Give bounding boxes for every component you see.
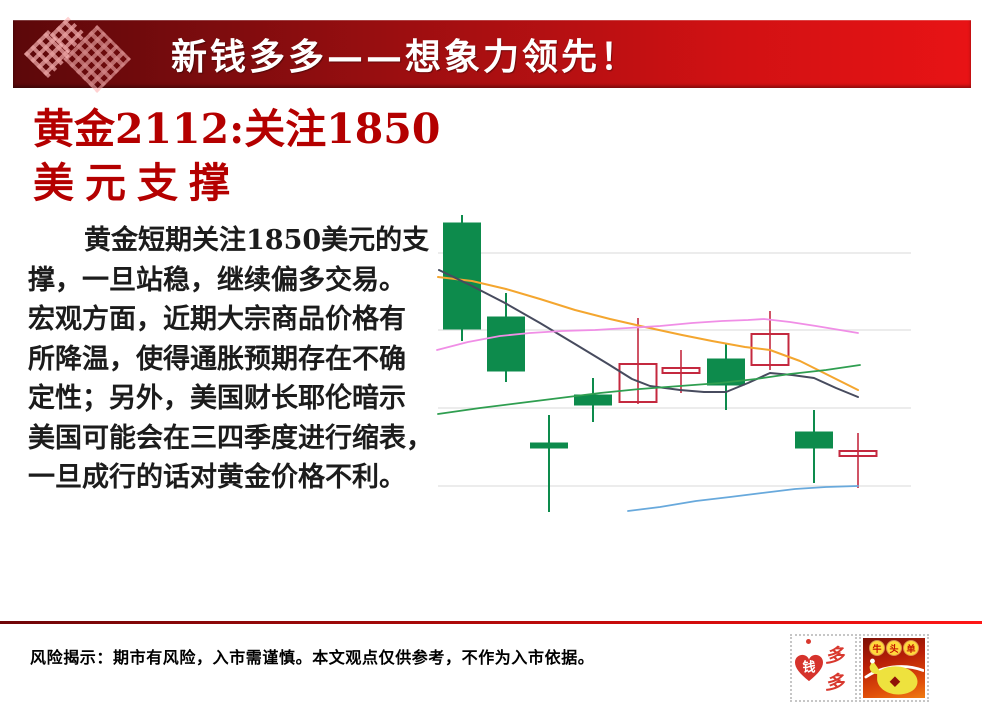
article-title: 黄金2112:关注1850 美元支撑 [33, 102, 440, 210]
qianduoduo-stamp-logo: 钱 多多 [790, 634, 857, 702]
brand-slogan: 新钱多多——想象力领先！ [171, 36, 640, 78]
badge-char: 头 [887, 641, 901, 655]
paragraph-line: 撑，一旦站稳，继续偏多交易。 [28, 264, 406, 296]
paragraph-line: 一旦成行的话对黄金价格不利。 [28, 462, 406, 493]
stamp-badge-row: 牛 头 单 [870, 641, 918, 655]
stamp-script-text: 多多 [825, 645, 846, 694]
heart-icon: 钱 [794, 654, 824, 682]
bull-head-icon [864, 658, 924, 695]
heart-character: 钱 [802, 660, 816, 676]
gold-candlestick-chart [436, 215, 911, 512]
niutoudan-stamp-logo: 牛 头 单 [859, 634, 929, 702]
article-title-line1: 黄金2112:关注1850 [33, 105, 441, 153]
header-banner: 新钱多多——想象力领先！ [13, 16, 971, 93]
article-title-line2: 美元支撑 [33, 159, 241, 207]
paragraph-line: 定性；另外，美国财长耶伦暗示 [28, 383, 406, 414]
commentary-paragraph: 黄金短期关注1850美元的支 撑，一旦站稳，继续偏多交易。 宏观方面，近期大宗商… [28, 221, 448, 498]
footer-divider [0, 621, 982, 624]
paragraph-line: 宏观方面，近期大宗商品价格有 [28, 304, 406, 335]
risk-disclaimer: 风险揭示：期市有风险，入市需谨慎。本文观点仅供参考，不作为入市依据。 [30, 648, 595, 667]
badge-char: 牛 [870, 641, 884, 655]
stamp-dot-icon [806, 639, 811, 644]
paragraph-line: 黄金短期关注1850美元的支 [84, 225, 430, 256]
paragraph-line: 所降温，使得通胀预期存在不确 [28, 343, 406, 375]
paragraph-line: 美国可能会在三四季度进行缩表， [28, 422, 433, 454]
badge-char: 单 [904, 641, 918, 655]
